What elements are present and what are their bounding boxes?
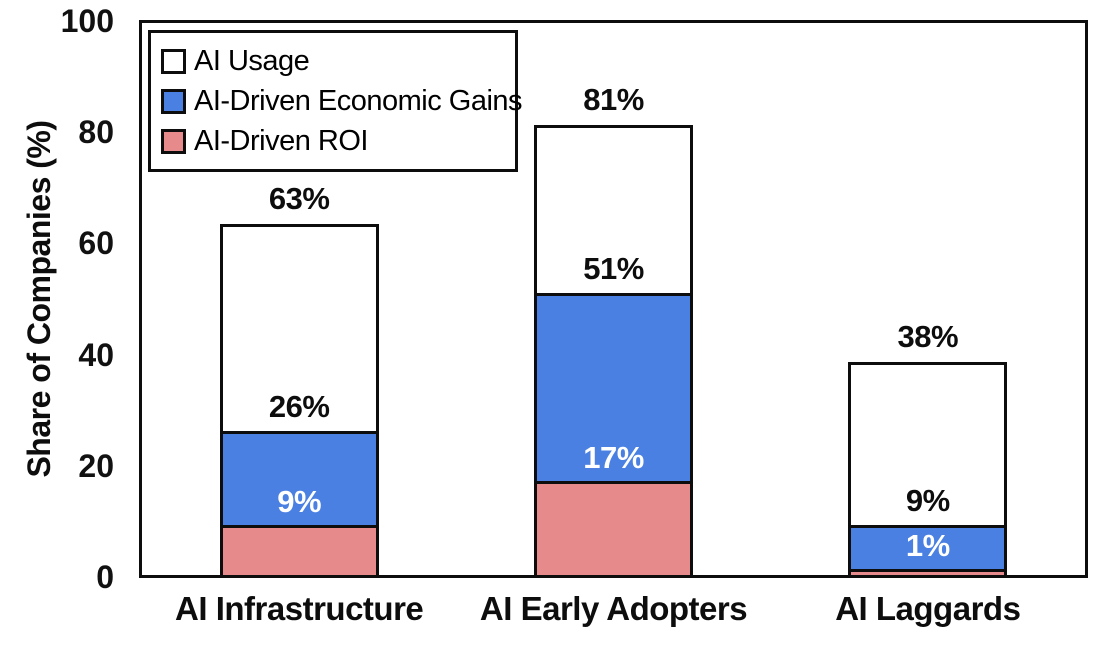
value-label: 63% <box>268 181 330 217</box>
bar-segment-ai-driven-roi <box>222 525 376 575</box>
bar-ai-laggards: 38% 9% 1% <box>848 23 1008 575</box>
legend-label: AI-Driven Economic Gains <box>194 84 523 117</box>
plot-area: 63% 26% 9% 81% 51% 17% 38% 9% 1% <box>139 20 1088 578</box>
legend-item-ai-usage: AI Usage <box>161 45 505 78</box>
bar-segment-ai-usage <box>534 124 693 575</box>
value-label: 9% <box>277 484 322 520</box>
value-label: 17% <box>583 440 644 476</box>
value-label: 38% <box>897 319 959 355</box>
bar-ai-early-adopters: 81% 51% 17% <box>534 23 693 575</box>
legend-swatch-icon <box>161 48 186 74</box>
value-label: 9% <box>905 483 950 519</box>
x-category-label-ai-early-adopters: AI Early Adopters <box>479 590 748 627</box>
y-tick-label-80: 80 <box>78 114 114 151</box>
value-label: 51% <box>583 251 644 287</box>
x-category-label-ai-laggards: AI Laggards <box>835 590 1021 627</box>
bar-segment-ai-driven-economic-gains <box>851 525 1005 575</box>
bar-segment-ai-driven-roi <box>537 481 690 575</box>
y-tick-label-60: 60 <box>78 225 114 262</box>
value-label: 81% <box>583 81 644 117</box>
x-category-label-ai-infrastructure: AI Infrastructure <box>175 590 424 627</box>
legend-label: AI-Driven ROI <box>194 124 368 157</box>
legend-swatch-icon <box>161 128 186 154</box>
y-tick-label-20: 20 <box>78 447 114 484</box>
legend-label: AI Usage <box>194 44 310 77</box>
legend-item-ai-driven-economic-gains: AI-Driven Economic Gains <box>161 85 523 118</box>
bar-segment-ai-driven-roi <box>851 569 1005 575</box>
y-tick-label-40: 40 <box>78 336 114 373</box>
bar-segment-ai-usage <box>848 362 1008 575</box>
bar-ai-infrastructure: 63% 26% 9% <box>219 23 379 575</box>
bar-segment-ai-usage <box>219 224 379 575</box>
legend-swatch-icon <box>161 88 186 114</box>
legend-item-ai-driven-roi: AI-Driven ROI <box>161 125 505 158</box>
legend: AI Usage AI-Driven Economic Gains AI-Dri… <box>148 30 523 172</box>
value-label: 1% <box>905 528 950 564</box>
value-label: 26% <box>268 389 330 425</box>
y-axis-title: Share of Companies (%) <box>21 120 57 478</box>
y-tick-label-0: 0 <box>96 559 114 595</box>
y-tick-label-100: 100 <box>60 3 114 39</box>
